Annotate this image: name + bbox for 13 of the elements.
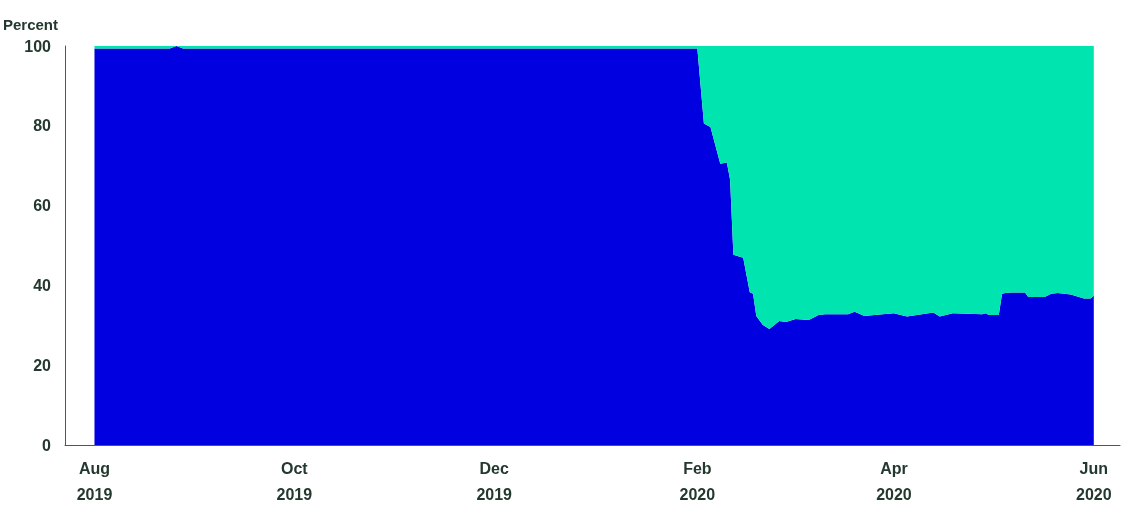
x-tick-label: Apr 2020 (876, 459, 912, 503)
y-tick-label: 80 (33, 117, 52, 135)
x-tick-label: Dec 2019 (476, 459, 513, 503)
y-tick-label: 0 (42, 436, 52, 454)
y-axis-title: Percent (3, 16, 59, 33)
y-tick-label: 100 (24, 37, 52, 55)
x-tick-label: Aug 2019 (76, 459, 113, 503)
x-tick-label: Feb 2020 (679, 459, 716, 503)
y-tick-label: 20 (33, 356, 52, 374)
x-tick-label: Jun 2020 (1075, 459, 1112, 503)
y-tick-label: 60 (33, 197, 52, 215)
y-tick-label: 40 (33, 276, 52, 294)
x-tick-label: Oct 2019 (276, 459, 313, 503)
